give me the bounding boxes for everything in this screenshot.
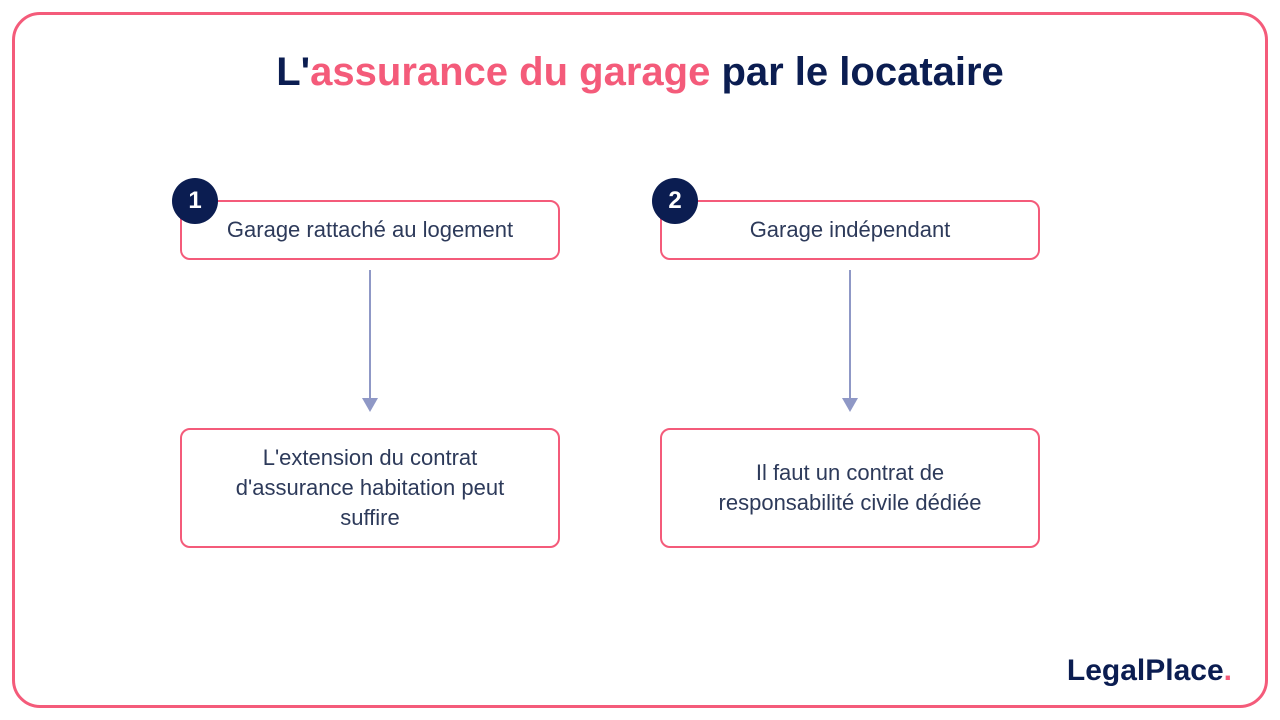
bottom-label-independent: Il faut un contrat de responsabilité civ…: [690, 458, 1010, 517]
badge-1-label: 1: [188, 185, 201, 217]
arrow-down-icon: [369, 270, 371, 410]
column-garage-independent: 2 Garage indépendant Il faut un contrat …: [660, 200, 1040, 548]
arrow-down-icon: [849, 270, 851, 410]
box-top-attached: 1 Garage rattaché au logement: [180, 200, 560, 260]
logo: LegalPlace.: [1067, 654, 1232, 688]
badge-2: 2: [652, 178, 698, 224]
box-top-independent: 2 Garage indépendant: [660, 200, 1040, 260]
logo-dot: .: [1224, 654, 1232, 687]
badge-2-label: 2: [668, 185, 681, 217]
logo-text: LegalPlace: [1067, 654, 1224, 687]
top-label-independent: Garage indépendant: [750, 215, 951, 245]
top-label-attached: Garage rattaché au logement: [227, 215, 513, 245]
box-bottom-independent: Il faut un contrat de responsabilité civ…: [660, 428, 1040, 548]
page-title: L'assurance du garage par le locataire: [0, 50, 1280, 95]
title-suffix: par le locataire: [710, 50, 1003, 94]
title-prefix: L': [276, 50, 310, 94]
column-garage-attached: 1 Garage rattaché au logement L'extensio…: [180, 200, 560, 548]
box-bottom-attached: L'extension du contrat d'assurance habit…: [180, 428, 560, 548]
bottom-label-attached: L'extension du contrat d'assurance habit…: [210, 443, 530, 532]
badge-1: 1: [172, 178, 218, 224]
title-highlight: assurance du garage: [310, 50, 710, 94]
